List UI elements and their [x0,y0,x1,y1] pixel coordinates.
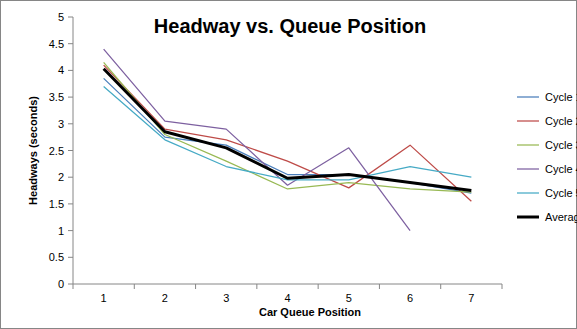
legend: Cycle 1 Cycle 2 Cycle 3 Cycle 4 Cycle 5 Avera… [517,91,577,223]
x-tick-label: 5 [346,292,352,304]
series-line [104,62,472,192]
title: Headway vs. Queue Position [154,15,426,37]
y-tick [68,284,73,285]
legend-key [517,96,539,97]
y-tick-label: 3 [58,118,64,130]
x-tick [256,284,257,289]
y-axis-label: Headways (seconds) [27,96,39,205]
x-tick [134,284,135,289]
y-tick [68,150,73,151]
x-axis [73,284,502,285]
y-tick-label: 1 [58,225,64,237]
y-tick [68,203,73,204]
y-tick-label: 0 [58,278,64,290]
legend-key [517,192,539,193]
legend-label: Cycle 1 [545,91,577,103]
legend-label: Cycle 5 [545,187,577,199]
y-tick-label: 5 [58,11,64,23]
legend-label: Cycle 3 [545,139,577,151]
y-tick [68,17,73,18]
y-tick-label: 0.5 [49,251,64,263]
x-tick-label: 4 [284,292,290,304]
x-tick-label: 1 [101,292,107,304]
chart: Headway vs. Queue Position Headways (seco… [0,0,577,329]
x-tick-label: 3 [223,292,229,304]
x-tick-label: 6 [407,292,413,304]
y-tick [68,177,73,178]
y-tick-label: 1.5 [49,198,64,210]
legend-label: Average [545,211,577,223]
legend-key [517,168,539,169]
series-line [104,78,472,193]
series-line [104,65,472,201]
x-axis-label: Car Queue Position [259,306,361,318]
chart-border [1,1,577,329]
plot-area [104,49,472,231]
legend-key [517,144,539,145]
legend-label: Cycle 4 [545,163,577,175]
legend-key [517,216,539,219]
legend-key [517,120,539,121]
x-tick [195,284,196,289]
y-tick [68,230,73,231]
x-tick [440,284,441,289]
legend-label: Cycle 2 [545,115,577,127]
y-axis [73,17,74,284]
y-tick-label: 2.5 [49,145,64,157]
y-tick-label: 4.5 [49,38,64,50]
y-tick [68,123,73,124]
y-tick-label: 2 [58,171,64,183]
x-tick-label: 7 [468,292,474,304]
y-tick [68,43,73,44]
x-tick [379,284,380,289]
x-tick [318,284,319,289]
y-tick-label: 4 [58,64,64,76]
y-tick [68,257,73,258]
x-tick-label: 2 [162,292,168,304]
y-tick [68,97,73,98]
series-line [104,49,410,231]
y-tick [68,70,73,71]
series-line [104,69,472,191]
x-tick [73,284,74,289]
y-tick-label: 3.5 [49,91,64,103]
x-tick [502,284,503,289]
series-line [104,86,472,179]
